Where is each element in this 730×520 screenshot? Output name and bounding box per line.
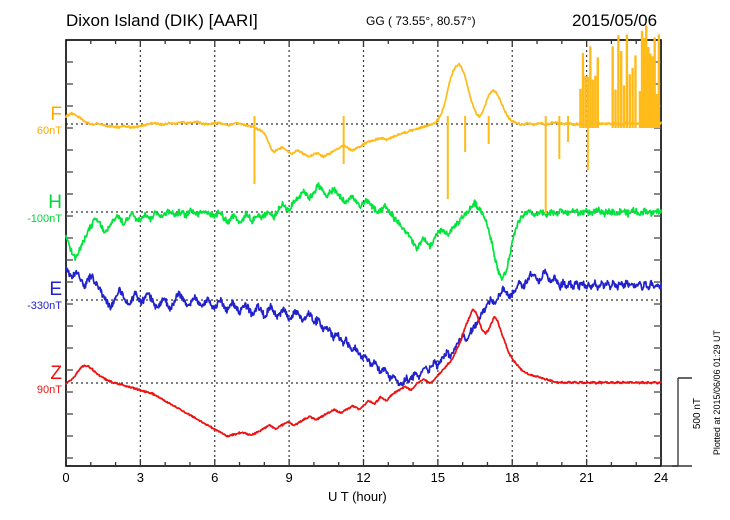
trace-e: [65, 266, 662, 387]
component-label-h: H -100nT: [8, 193, 62, 227]
x-axis-title: U T (hour): [328, 489, 387, 504]
component-h-value: -100nT: [27, 213, 62, 225]
component-z-value: 90nT: [36, 384, 62, 396]
trace-f: [65, 62, 662, 159]
x-tick-label: 15: [430, 470, 446, 485]
component-f-value: 60nT: [36, 125, 62, 137]
component-label-z: Z 90nT: [10, 364, 62, 398]
x-tick-label: 3: [136, 470, 144, 485]
component-e-name: E: [49, 279, 62, 300]
observation-date: 2015/05/06: [572, 11, 658, 30]
component-f-name: F: [50, 104, 62, 125]
trace-h: [65, 182, 662, 281]
x-tick-label: 6: [211, 470, 219, 485]
page-title: Dixon Island (DIK) [AARI]: [66, 11, 258, 30]
trace-z: [65, 308, 662, 438]
geographic-coordinates: GG ( 73.55°, 80.57°): [366, 14, 476, 28]
plot-frame: [65, 39, 662, 467]
x-tick-label: 24: [653, 470, 669, 485]
component-label-e: E -330nT: [6, 280, 62, 314]
x-tick-label: 18: [505, 470, 520, 485]
x-tick-label: 21: [579, 470, 594, 485]
plotted-timestamp: Plotted at 2015/06/06 01:29 UT: [712, 330, 722, 456]
component-z-name: Z: [50, 363, 62, 384]
component-label-f: F 60nT: [14, 105, 62, 139]
component-h-name: H: [48, 192, 62, 213]
scale-bar-label: 500 nT: [692, 398, 703, 430]
x-tick-label: 0: [62, 470, 70, 485]
x-tick-label: 12: [356, 470, 371, 485]
x-tick-label: 9: [285, 470, 293, 485]
component-e-value: -330nT: [27, 300, 62, 312]
